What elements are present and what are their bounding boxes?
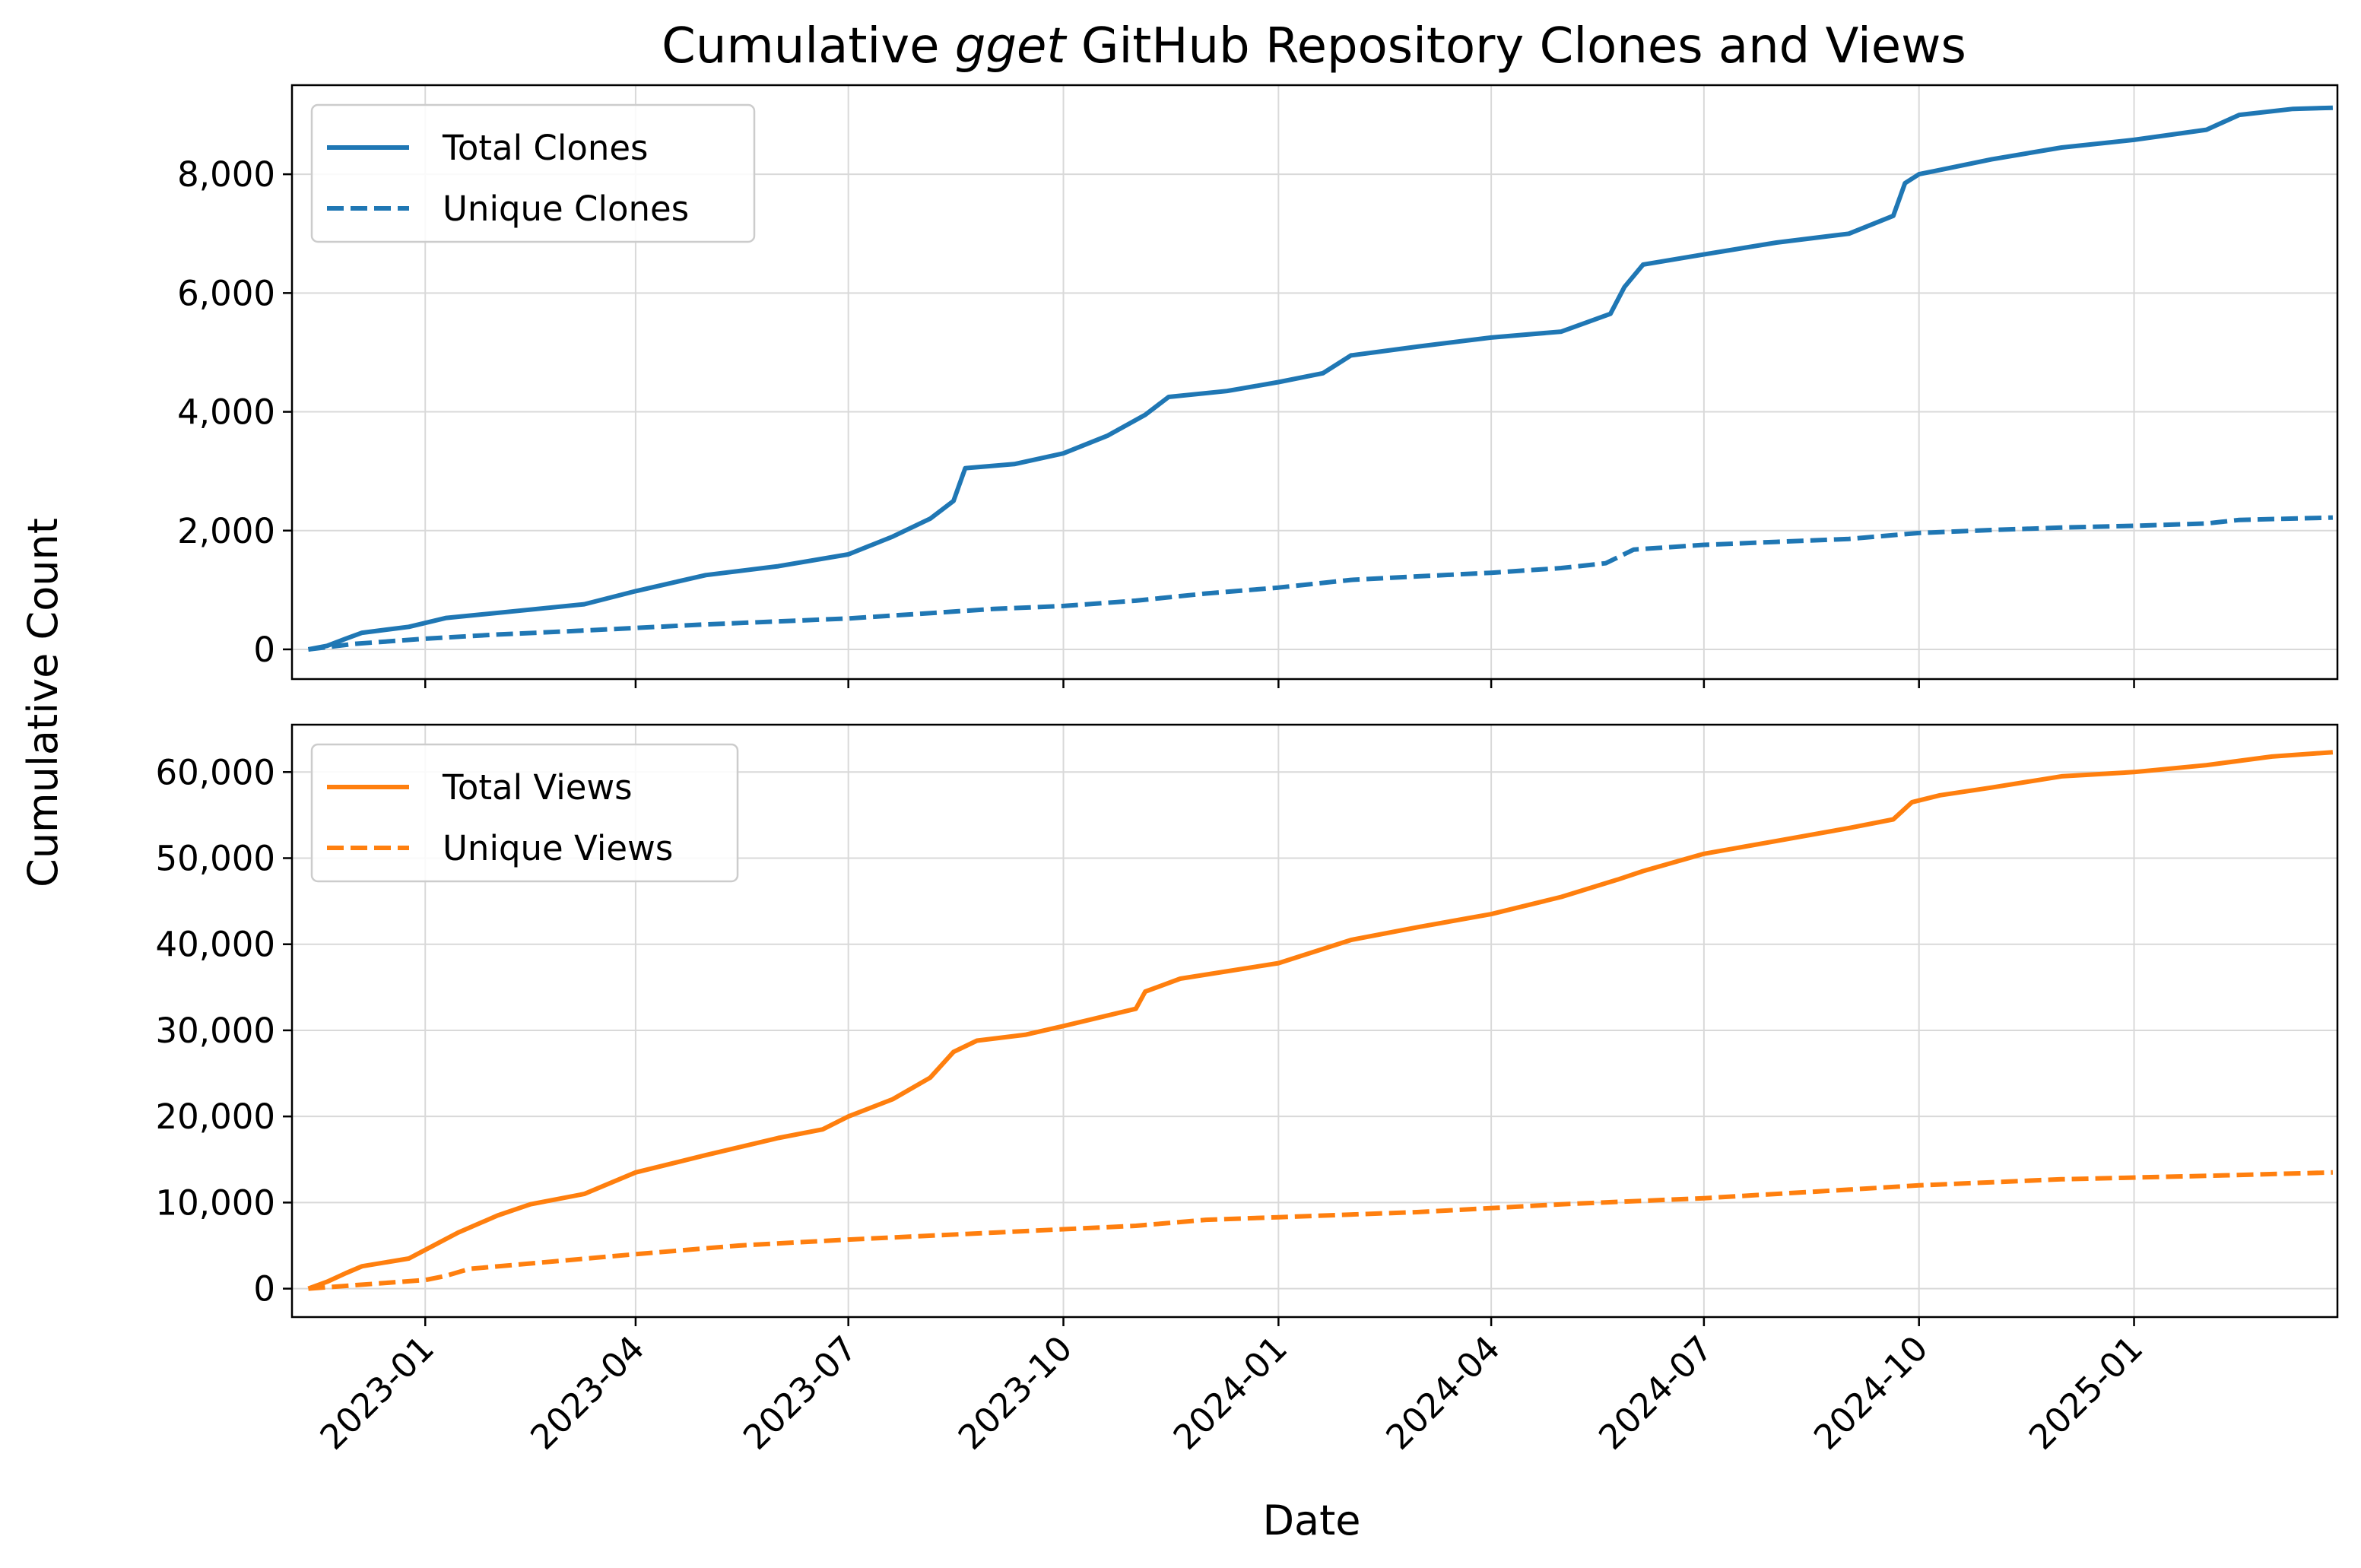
y-axis-label: Cumulative Count	[19, 518, 67, 887]
series-line-unique-clones	[308, 515, 2333, 652]
y-tick-label: 0	[253, 630, 275, 670]
y-tick-label: 10,000	[156, 1182, 275, 1223]
series-line-total-clones	[307, 105, 2333, 652]
x-tick-label: 2024-01	[1166, 1328, 1295, 1457]
y-tick-label: 60,000	[156, 752, 275, 792]
clones-panel: 0 2,000 4,000 6,000 8,000 Total Clones Unique …	[177, 84, 2339, 688]
legend: Total Clones Unique Clones	[310, 103, 756, 243]
x-axis-ticks: 2023-01 2023-04 2023-07 2023-10 2024-01 2024-…	[313, 1328, 2151, 1457]
y-tick-label: 30,000	[156, 1011, 275, 1051]
series-line-unique-views	[308, 1170, 2333, 1291]
x-axis-label: Date	[1262, 1497, 1360, 1544]
x-tick-label: 2023-10	[950, 1328, 1080, 1457]
y-tick-label: 0	[253, 1269, 275, 1309]
y-tick-label: 6,000	[177, 273, 275, 313]
y-tick-label: 2,000	[177, 511, 275, 551]
y-tick-label: 4,000	[177, 392, 275, 433]
legend-label: Unique Clones	[443, 189, 689, 229]
x-tick-label: 2025-01	[2021, 1328, 2150, 1457]
legend-box	[310, 743, 739, 883]
y-tick-label: 8,000	[177, 154, 275, 195]
x-tick-label: 2024-10	[1806, 1328, 1935, 1457]
y-tick-label: 50,000	[156, 839, 275, 879]
plot-frame	[290, 84, 2339, 681]
plot-frame	[290, 723, 2339, 1319]
x-tick-label: 2023-07	[735, 1328, 865, 1457]
x-tick-label: 2023-01	[313, 1328, 442, 1457]
views-panel: 0 10,000 20,000 30,000 40,000 50,000 60,000 Tot…	[156, 723, 2339, 1326]
y-tick-label: 20,000	[156, 1097, 275, 1137]
x-tick-label: 2024-04	[1378, 1328, 1507, 1457]
legend-label: Unique Views	[443, 828, 673, 868]
x-tick-label: 2023-04	[522, 1328, 652, 1457]
legend: Total Views Unique Views	[310, 743, 739, 883]
x-tick-label: 2024-07	[1591, 1328, 1720, 1457]
legend-label: Total Views	[442, 767, 633, 808]
y-tick-label: 40,000	[156, 925, 275, 965]
legend-label: Total Clones	[442, 128, 649, 168]
series-line-total-views	[307, 750, 2334, 1291]
legend-box	[310, 103, 756, 243]
chart-title: Cumulative gget GitHub Repository Clones…	[662, 18, 1966, 75]
